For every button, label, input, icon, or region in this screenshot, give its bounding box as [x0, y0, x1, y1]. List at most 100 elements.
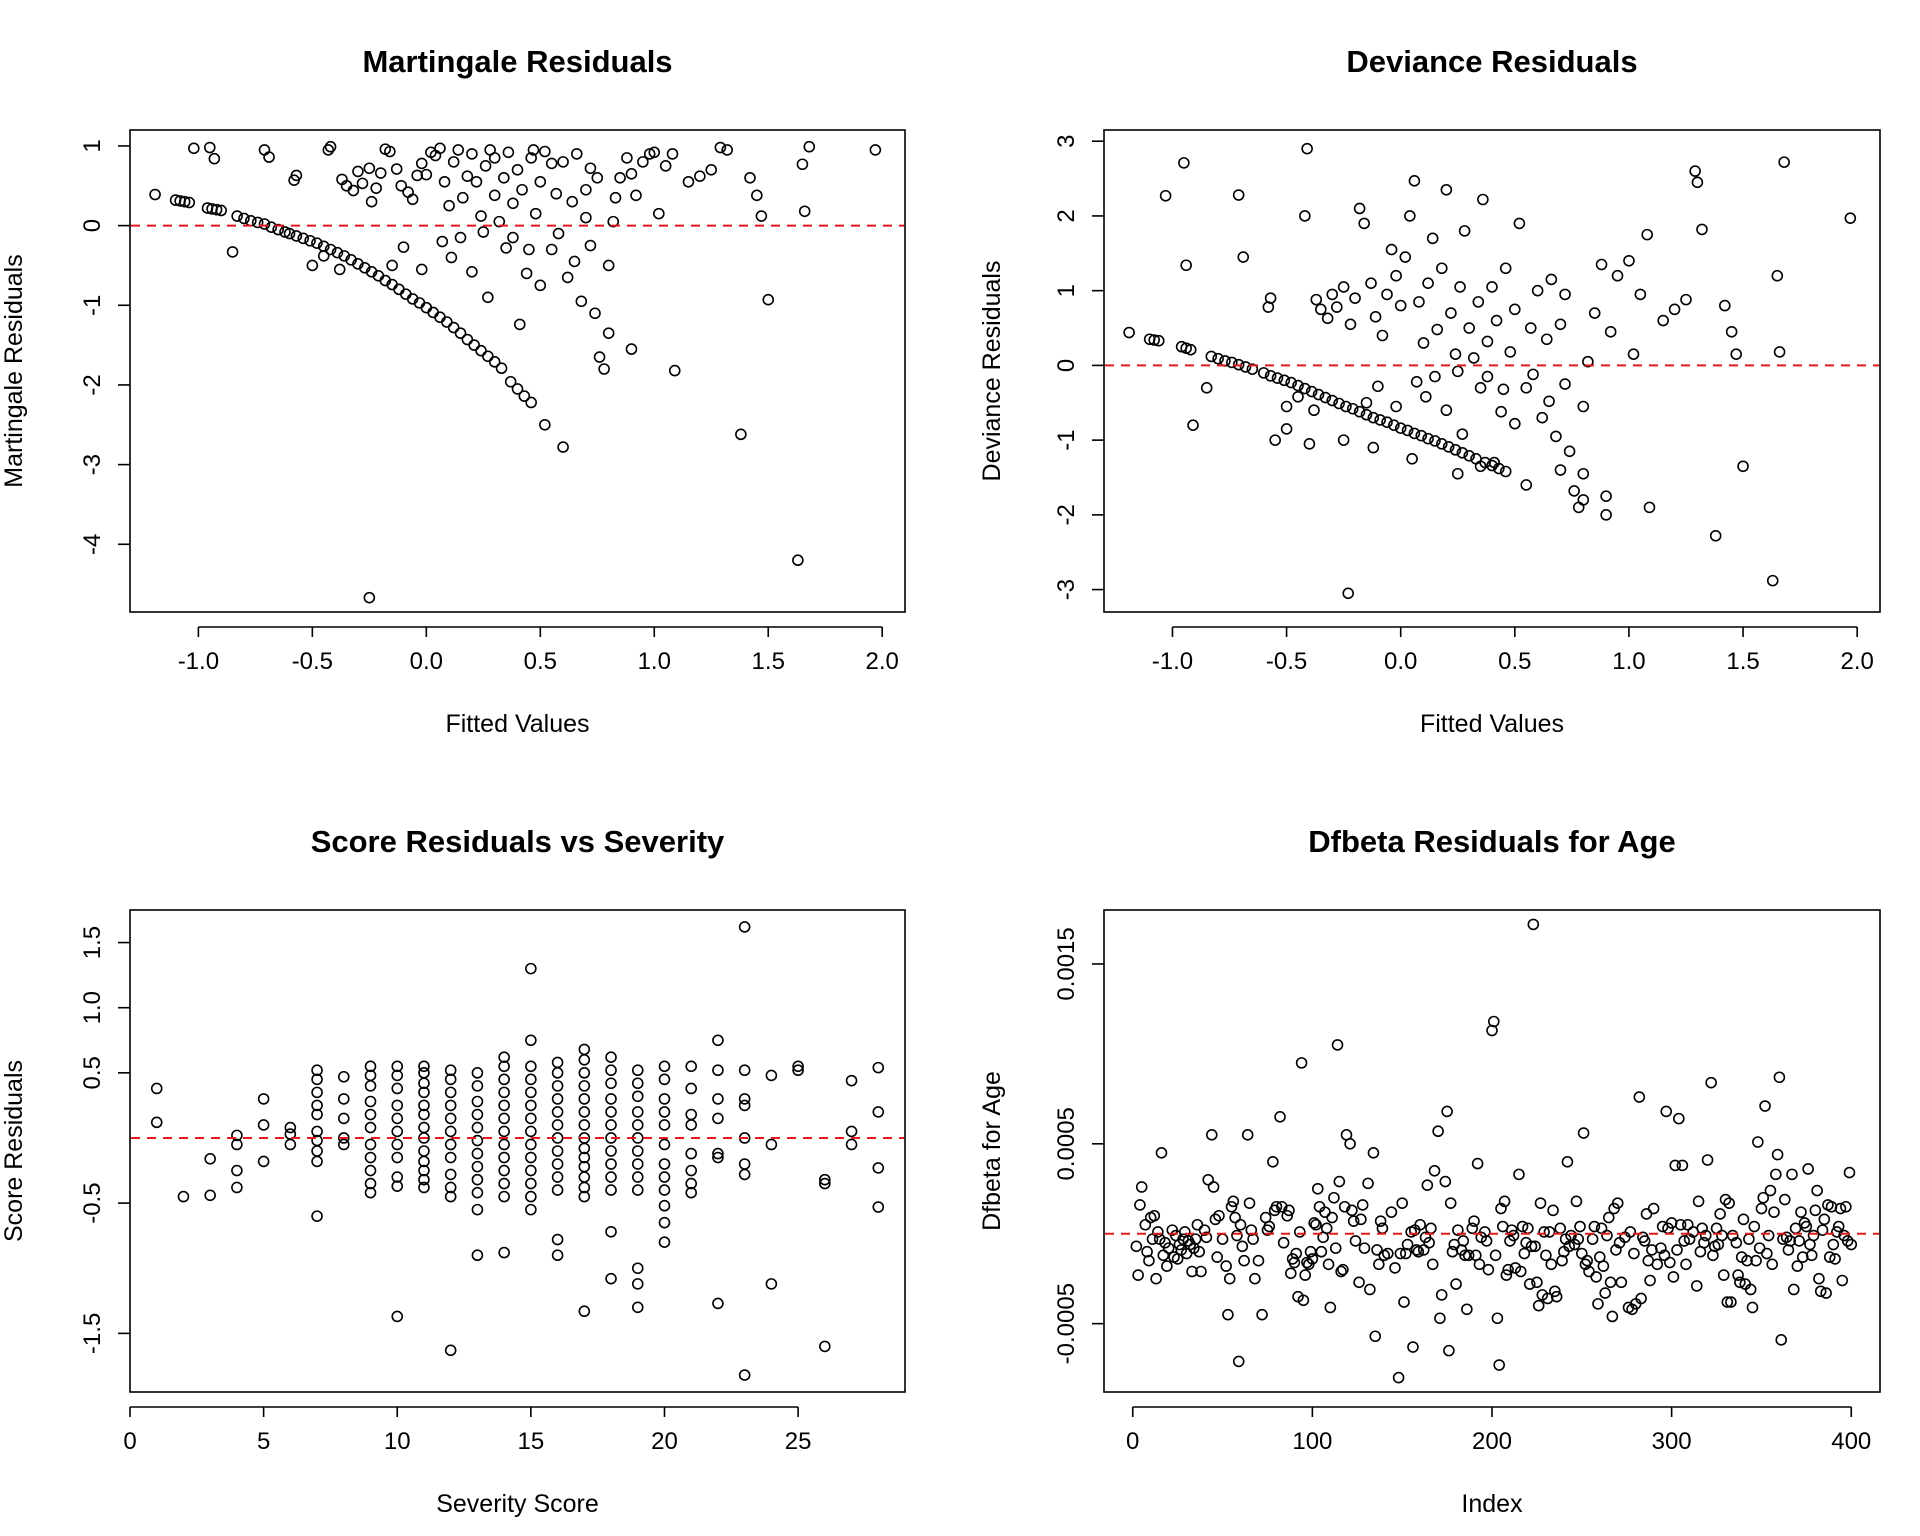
- data-point: [1449, 348, 1462, 360]
- data-point: [504, 375, 517, 388]
- data-point: [1787, 1283, 1800, 1296]
- data-point: [1421, 1179, 1434, 1191]
- data-point: [1231, 1229, 1243, 1242]
- data-point: [461, 170, 474, 183]
- data-point: [434, 142, 446, 155]
- data-point: [525, 1151, 537, 1164]
- data-point: [738, 1099, 751, 1112]
- data-point: [631, 1158, 644, 1170]
- data-point: [441, 316, 453, 328]
- data-point: [658, 1236, 671, 1248]
- data-point: [1135, 1181, 1148, 1193]
- data-point: [502, 146, 515, 159]
- data-point: [872, 1162, 885, 1174]
- data-point: [1157, 1249, 1170, 1262]
- data-point: [1471, 1157, 1484, 1170]
- data-point: [257, 1155, 270, 1168]
- data-point: [1454, 281, 1466, 293]
- x-tick-label: 0.5: [524, 648, 557, 675]
- y-tick-label: -3: [1053, 579, 1080, 600]
- data-point: [1417, 337, 1430, 349]
- data-point: [1422, 432, 1434, 445]
- data-point: [391, 1151, 404, 1164]
- data-point: [1331, 301, 1343, 313]
- data-point: [1376, 329, 1389, 342]
- data-point: [1308, 1217, 1320, 1229]
- data-point: [363, 591, 376, 604]
- x-tick-label: 1.0: [1612, 648, 1645, 675]
- data-point: [1426, 1258, 1439, 1271]
- data-point: [471, 1186, 484, 1199]
- data-point: [1505, 1224, 1518, 1236]
- data-point: [605, 1119, 617, 1131]
- data-point: [1237, 251, 1250, 263]
- y-tick-label: 0: [1053, 359, 1080, 372]
- data-point: [1757, 1191, 1770, 1204]
- data-point: [1225, 1200, 1238, 1213]
- data-point: [1750, 1254, 1762, 1267]
- data-point: [1599, 1287, 1611, 1299]
- data-point: [391, 1180, 404, 1192]
- data-point: [395, 179, 408, 192]
- data-point: [1264, 292, 1277, 304]
- data-point: [290, 169, 303, 182]
- data-point: [445, 251, 458, 264]
- data-point: [1840, 1200, 1852, 1213]
- data-point: [1340, 400, 1352, 413]
- data-point: [306, 259, 319, 272]
- x-tick-label: 0.5: [1498, 648, 1531, 675]
- data-point: [471, 1095, 484, 1108]
- data-point: [1545, 273, 1558, 286]
- data-point: [1829, 1253, 1841, 1265]
- data-point: [427, 306, 439, 319]
- data-point: [258, 218, 271, 230]
- data-point: [1434, 1312, 1446, 1325]
- data-point: [1283, 1204, 1295, 1217]
- data-point: [364, 1186, 377, 1199]
- data-point: [1143, 1254, 1155, 1267]
- data-point: [1531, 284, 1544, 297]
- x-tick-label: 2.0: [1840, 648, 1873, 675]
- data-point: [511, 383, 524, 395]
- data-point: [1177, 1233, 1189, 1245]
- data-point: [631, 1262, 644, 1275]
- data-point: [1456, 447, 1469, 459]
- data-point: [1223, 1272, 1236, 1285]
- x-axis-label: Index: [1461, 1490, 1523, 1518]
- data-point: [570, 148, 583, 160]
- data-point: [551, 1080, 564, 1092]
- data-point: [578, 1151, 591, 1164]
- data-point: [444, 1086, 457, 1099]
- y-tick-label: 1.5: [79, 926, 106, 959]
- data-point: [1550, 430, 1562, 443]
- data-point: [1337, 434, 1350, 446]
- data-point: [738, 1369, 751, 1381]
- data-point: [311, 1086, 323, 1099]
- x-tick-label: 10: [384, 1428, 411, 1455]
- data-point: [1525, 1240, 1538, 1253]
- data-point: [1252, 1254, 1265, 1267]
- data-point: [1643, 501, 1656, 514]
- data-point: [1606, 1310, 1619, 1323]
- data-point: [1577, 467, 1590, 480]
- data-points: [149, 140, 882, 604]
- data-point: [406, 193, 419, 206]
- data-point: [1220, 1260, 1232, 1272]
- data-point: [444, 1168, 457, 1181]
- data-point: [765, 1138, 778, 1151]
- data-point: [498, 1125, 510, 1138]
- y-tick-label: -3: [79, 454, 106, 475]
- data-point: [1481, 335, 1494, 348]
- data-point: [1256, 1308, 1268, 1321]
- data-point: [712, 1064, 724, 1077]
- data-point: [364, 1177, 377, 1190]
- data-point: [525, 1073, 537, 1086]
- x-tick-label: 20: [651, 1428, 678, 1455]
- data-point: [1737, 460, 1749, 473]
- data-point: [1690, 1280, 1703, 1292]
- data-point: [1428, 1164, 1441, 1177]
- data-point: [1813, 1272, 1825, 1285]
- data-point: [1404, 210, 1416, 222]
- data-point: [1532, 1299, 1545, 1312]
- y-axis-label: Deviance Residuals: [978, 261, 1006, 482]
